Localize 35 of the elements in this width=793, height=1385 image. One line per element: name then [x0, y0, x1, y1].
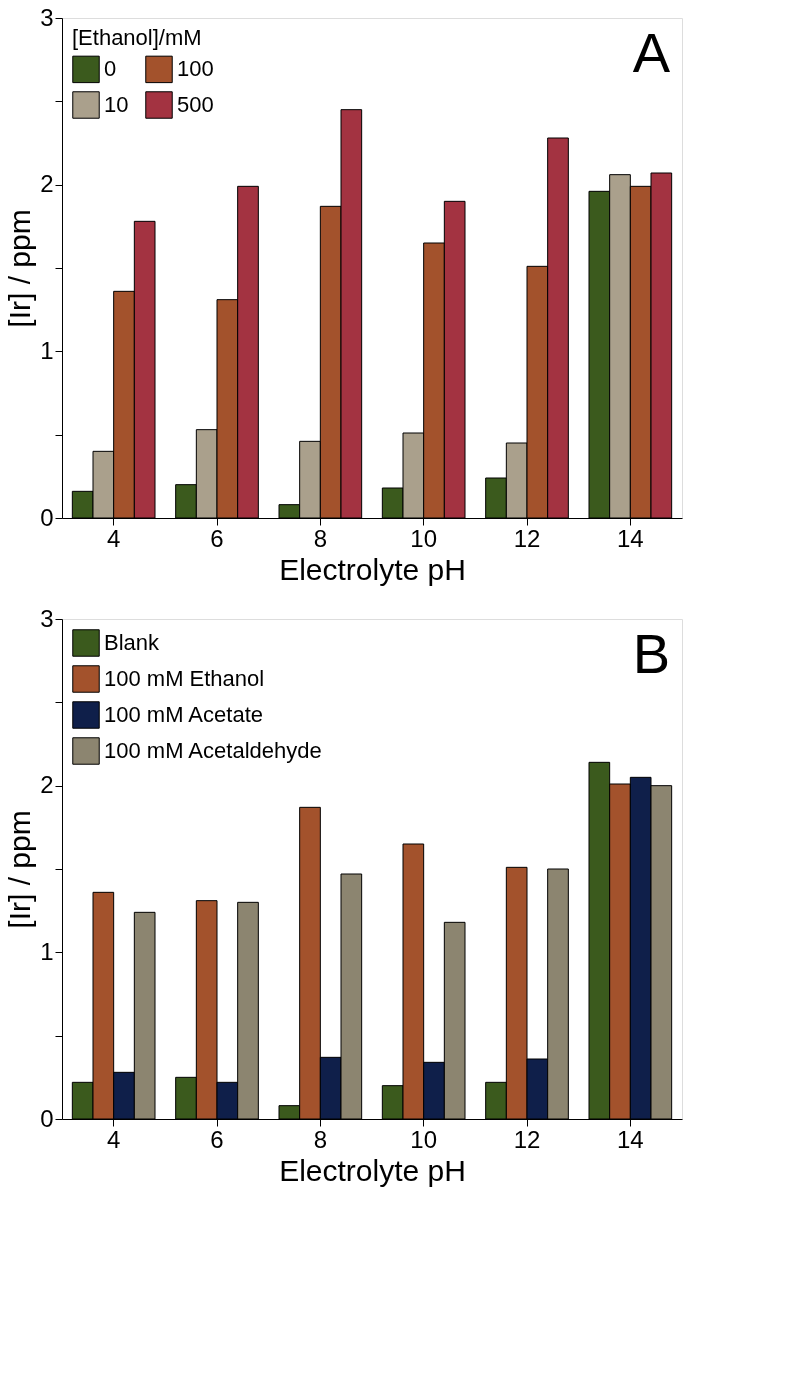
y-tick-label: 3 — [40, 3, 54, 31]
legend-title: [Ethanol]/mM — [72, 25, 202, 50]
legend-label: 0 — [104, 56, 117, 82]
x-tick-label: 12 — [513, 1125, 541, 1153]
x-tick-label: 12 — [513, 524, 541, 552]
annotation: A — [632, 21, 671, 84]
annotation: B — [632, 622, 670, 685]
legend-label: Blank — [104, 630, 161, 655]
y-axis-title: [Ir] / ppm — [3, 209, 37, 328]
y-tick-label: 2 — [40, 170, 54, 198]
y-tick-label: 1 — [40, 937, 54, 965]
legend-label: 100 mM Ethanol — [104, 666, 265, 691]
x-tick-label: 14 — [616, 1125, 644, 1153]
y-tick-label: 3 — [40, 604, 54, 632]
x-tick-label: 10 — [410, 524, 438, 552]
x-axis-title: Electrolyte pH — [279, 1153, 466, 1187]
x-tick-label: 4 — [106, 1125, 121, 1153]
legend-label: 100 mM Acetate — [104, 702, 263, 727]
x-tick-label: 6 — [210, 524, 224, 552]
x-tick-label: 8 — [313, 524, 328, 552]
x-tick-label: 6 — [210, 1125, 224, 1153]
y-tick-label: 1 — [40, 336, 54, 364]
x-tick-label: 4 — [106, 524, 121, 552]
x-tick-label: 14 — [616, 524, 644, 552]
legend-label: 100 mM Acetaldehyde — [104, 738, 322, 763]
legend-label: 100 — [177, 56, 214, 82]
legend-label: 500 — [177, 92, 214, 117]
y-tick-label: 0 — [40, 1104, 54, 1132]
y-tick-label: 0 — [40, 503, 54, 531]
legend-label: 10 — [104, 92, 129, 117]
x-axis-title: Electrolyte pH — [279, 552, 466, 586]
x-tick-label: 10 — [410, 1125, 438, 1153]
y-tick-label: 2 — [40, 771, 54, 799]
y-axis-title: [Ir] / ppm — [3, 810, 37, 929]
x-tick-label: 8 — [313, 1125, 328, 1153]
